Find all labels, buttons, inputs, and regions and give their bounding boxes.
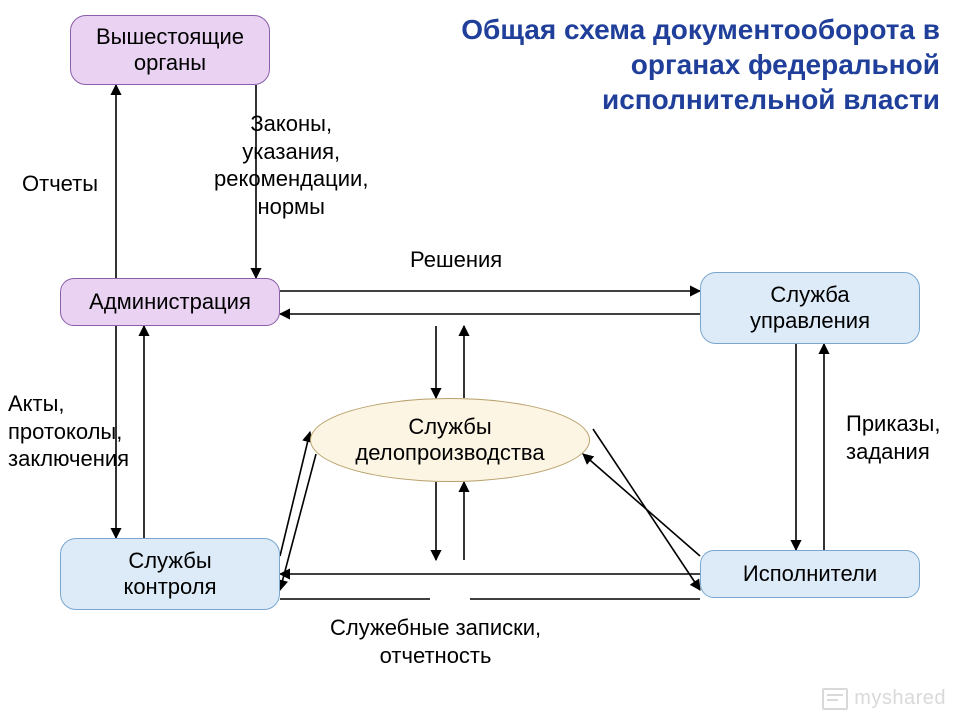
- node-executors: Исполнители: [700, 550, 920, 598]
- node-label: Службыделопроизводства: [355, 414, 544, 467]
- node-control-services: Службыконтроля: [60, 538, 280, 610]
- watermark: myshared: [822, 687, 946, 710]
- watermark-text: myshared: [854, 687, 946, 710]
- node-label: Исполнители: [743, 561, 877, 587]
- edge-label-laws: Законы, указания, рекомендации, нормы: [214, 110, 368, 220]
- edge-label-orders: Приказы, задания: [846, 410, 940, 465]
- node-label: Службыконтроля: [123, 548, 216, 601]
- edge-label-memos: Служебные записки, отчетность: [330, 614, 541, 669]
- node-label: Службауправления: [750, 282, 870, 335]
- edge-label-acts: Акты, протоколы, заключения: [8, 390, 129, 473]
- node-clerical-services: Службыделопроизводства: [310, 398, 590, 482]
- node-management-service: Службауправления: [700, 272, 920, 344]
- node-superior-bodies: Вышестоящиеорганы: [70, 15, 270, 85]
- node-administration: Администрация: [60, 278, 280, 326]
- edge-label-decisions: Решения: [410, 246, 502, 274]
- node-label: Администрация: [89, 289, 251, 315]
- presentation-icon: [822, 688, 848, 710]
- diagram-title: Общая схема документооборота в органах ф…: [430, 12, 940, 117]
- edge-label-reports: Отчеты: [22, 170, 98, 198]
- node-label: Вышестоящиеорганы: [96, 24, 244, 77]
